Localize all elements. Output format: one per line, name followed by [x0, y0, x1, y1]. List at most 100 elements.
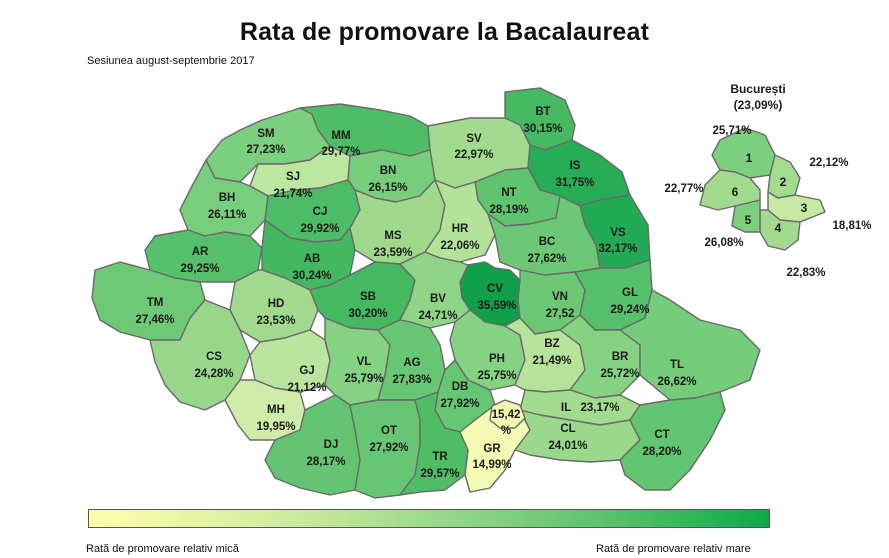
sector-4-number: 4 [775, 221, 782, 235]
label-value-MM: 29,77% [321, 146, 360, 158]
label-value-VL: 25,79% [344, 373, 383, 385]
label-code-TM: TM [147, 297, 164, 309]
sector-1-number: 1 [746, 151, 753, 165]
label-value-HR: 22,06% [440, 240, 479, 252]
map-subtitle: Sesiunea august-septembrie 2017 [87, 55, 255, 67]
sector-6[interactable] [699, 169, 761, 211]
label-value-TR: 29,57% [420, 468, 459, 480]
sector-1-value: 25,71% [712, 125, 751, 137]
label-code-AR: AR [192, 246, 209, 258]
label-value-BN: 26,15% [368, 182, 407, 194]
label-code-BH: BH [219, 192, 236, 204]
label-code-GL: GL [622, 287, 638, 299]
label-value-CT: 28,20% [642, 446, 681, 458]
label-value-VN: 27,52 [546, 308, 575, 320]
county-TL[interactable] [619, 289, 761, 401]
label-value-MS: 23,59% [373, 247, 412, 259]
label-value-BV: 24,71% [418, 310, 457, 322]
label-code-CV: CV [487, 283, 503, 295]
label-value-CS: 24,28% [194, 368, 233, 380]
label-value-OT: 27,92% [369, 442, 408, 454]
label-code-GR: GR [483, 443, 501, 455]
label-value-CJ: 29,92% [300, 223, 339, 235]
label-value-BH: 26,11% [208, 209, 246, 221]
sector-2-value: 22,12% [809, 157, 848, 169]
label-ilfov-unit: % [501, 425, 511, 437]
label-code-BV: BV [430, 293, 446, 305]
label-code-BT: BT [535, 106, 550, 118]
county-CS[interactable] [149, 299, 251, 411]
label-code-VL: VL [357, 356, 372, 368]
label-value-BR: 25,72% [600, 368, 639, 380]
county-TR[interactable] [399, 391, 469, 496]
county-CT[interactable] [619, 391, 726, 491]
sector-5-value: 26,08% [704, 237, 743, 249]
label-code-CT: CT [654, 429, 669, 441]
legend-high-label: Rată de promovare relativ mare [596, 543, 751, 555]
label-code-SJ: SJ [286, 171, 300, 183]
label-value-VS: 32,17% [598, 243, 637, 255]
label-code-BN: BN [380, 165, 397, 177]
label-code-AG: AG [403, 357, 420, 369]
sector-4-value: 22,83% [786, 267, 825, 279]
label-value-PH: 25,75% [477, 370, 516, 382]
label-code-BZ: BZ [544, 338, 559, 350]
sector-3-value: 18,81% [832, 220, 871, 232]
label-value-SM: 27,23% [246, 144, 285, 156]
label-value-IS: 31,75% [555, 177, 594, 189]
label-code-SV: SV [466, 133, 482, 145]
sector-3-number: 3 [801, 201, 808, 215]
county-BR[interactable] [559, 314, 641, 399]
label-value-CL: 24,01% [548, 440, 587, 452]
county-labels: SM 27,23% MM 29,77% SV 22,97% BT 30,15% … [135, 106, 696, 480]
sector-6-number: 6 [732, 185, 739, 199]
label-code-MS: MS [384, 230, 402, 242]
label-code-SM: SM [257, 128, 274, 140]
label-value-IL: 23,17% [580, 402, 619, 414]
label-code-TR: TR [432, 451, 448, 463]
bucuresti-labels: București (23,09%) 1 2 3 4 5 6 25,71% 22… [664, 82, 871, 279]
label-value-MH: 19,95% [256, 421, 295, 433]
label-value-AB: 30,24% [292, 270, 331, 282]
label-value-NT: 28,19% [489, 204, 528, 216]
sector-1[interactable] [711, 127, 776, 179]
label-code-DB: DB [452, 381, 469, 393]
label-value-SJ: 21,74% [273, 188, 312, 200]
label-value-SV: 22,97% [454, 149, 493, 161]
label-code-PH: PH [489, 353, 505, 365]
label-code-CJ: CJ [313, 206, 328, 218]
label-code-GJ: GJ [299, 365, 314, 377]
label-code-VS: VS [610, 227, 626, 239]
legend-low-label: Rată de promovare relativ mică [86, 543, 239, 555]
label-code-HD: HD [268, 298, 285, 310]
label-value-TM: 27,46% [135, 314, 174, 326]
bucuresti-inset [699, 127, 826, 251]
sector-4[interactable] [759, 209, 801, 251]
label-ilfov-value: 15,42 [492, 409, 521, 421]
label-value-AR: 29,25% [180, 263, 219, 275]
label-code-AB: AB [304, 253, 321, 265]
label-code-MM: MM [331, 130, 350, 142]
label-code-TL: TL [670, 359, 684, 371]
label-value-BC: 27,62% [527, 253, 566, 265]
label-value-GJ: 21,12% [287, 382, 326, 394]
label-value-SB: 30,20% [348, 308, 387, 320]
sector-2-number: 2 [780, 175, 787, 189]
label-code-BC: BC [539, 236, 556, 248]
bucuresti-name: București [730, 82, 785, 96]
label-value-BT: 30,15% [523, 123, 562, 135]
label-value-BZ: 21,49% [532, 355, 571, 367]
county-HR[interactable] [424, 179, 496, 263]
county-IF[interactable] [489, 399, 526, 429]
label-value-TL: 26,62% [657, 376, 696, 388]
label-value-GR: 14,99% [472, 459, 511, 471]
label-code-BR: BR [612, 351, 629, 363]
label-value-DJ: 28,17% [306, 456, 345, 468]
county-BC[interactable] [487, 195, 601, 276]
sector-6-value: 22,77% [664, 183, 703, 195]
label-code-IS: IS [570, 160, 581, 172]
label-value-CV: 35,59% [477, 300, 516, 312]
legend-color-bar [88, 509, 770, 528]
label-code-IL: IL [561, 402, 571, 414]
label-code-MH: MH [267, 404, 285, 416]
